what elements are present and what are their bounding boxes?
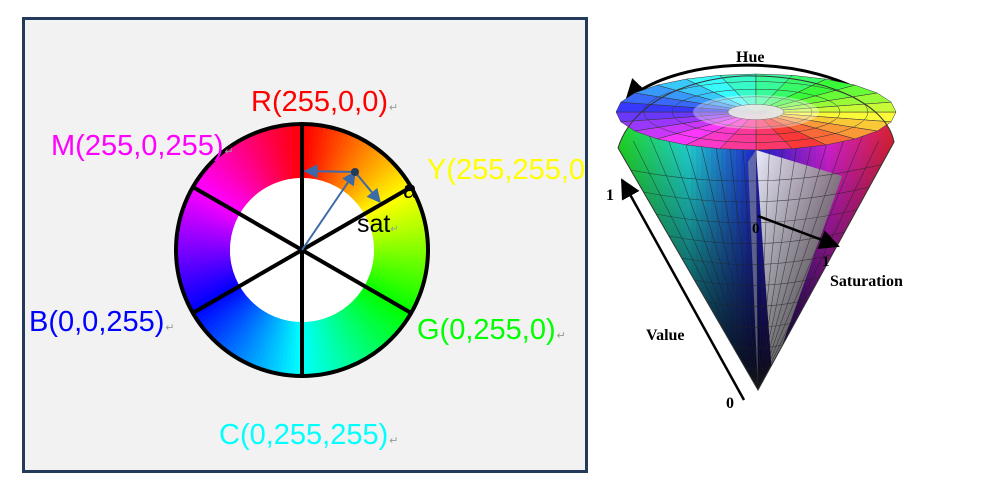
saturation-label: Saturation (830, 273, 903, 290)
value-top-label: 1 (606, 187, 614, 204)
wheel-spokes (191, 124, 413, 376)
color-wheel-diagram (172, 120, 432, 380)
hue-arrow (303, 164, 356, 179)
saturation-one-label: 1 (822, 254, 830, 270)
color-point (351, 168, 359, 176)
color-wheel-panel: R(255,0,0)↵ M(255,0,255)↵ Y(255,255,0 a … (22, 17, 588, 473)
label-yellow: Y(255,255,0 (427, 154, 586, 186)
wheel-spoke (191, 185, 303, 252)
hue-label: Hue (736, 49, 764, 66)
wheel-spoke (301, 248, 413, 315)
value-bottom-label: 0 (726, 395, 734, 412)
saturation-axis (757, 214, 840, 250)
vector-arrow (301, 170, 356, 251)
saturation-zero-label: 0 (752, 221, 760, 237)
label-green: G(0,255,0)↵ (417, 314, 566, 346)
sat-arrow (354, 171, 381, 204)
wheel-spoke (301, 185, 413, 252)
label-a: a (403, 176, 417, 204)
cutaway-wedge (756, 150, 842, 374)
hsv-cone-diagram: Hue 1 0 Value 0 1 Saturation (606, 49, 903, 412)
value-axis (620, 178, 746, 401)
label-blue: B(0,0,255)↵ (29, 306, 175, 338)
cone-top-face (615, 73, 897, 151)
label-sat: sat↵ (357, 210, 399, 238)
label-red: R(255,0,0)↵ (251, 86, 399, 118)
wheel-spoke (191, 248, 303, 315)
value-label: Value (646, 327, 685, 344)
label-cyan: C(0,255,255)↵ (219, 419, 399, 451)
label-magenta: M(255,0,255)↵ (51, 130, 234, 162)
